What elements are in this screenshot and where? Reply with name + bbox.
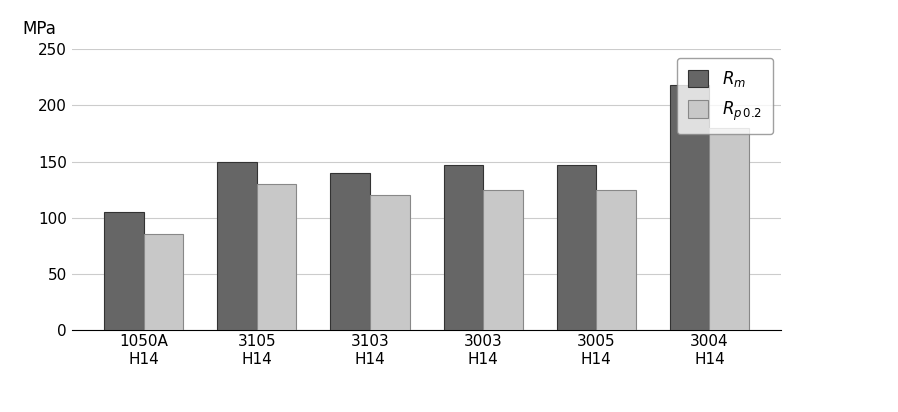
Bar: [670, 85, 709, 330]
Bar: [557, 165, 596, 330]
Bar: [596, 190, 636, 330]
Bar: [370, 195, 409, 330]
Bar: [144, 234, 183, 330]
Legend: $R_m$, $R_{p\,0.2}$: $R_m$, $R_{p\,0.2}$: [677, 58, 773, 134]
Text: MPa: MPa: [22, 20, 56, 38]
Bar: [444, 165, 483, 330]
Bar: [709, 128, 749, 330]
Bar: [330, 173, 370, 330]
Bar: [217, 162, 257, 330]
Bar: [483, 190, 523, 330]
Bar: [257, 184, 296, 330]
Bar: [104, 212, 144, 330]
